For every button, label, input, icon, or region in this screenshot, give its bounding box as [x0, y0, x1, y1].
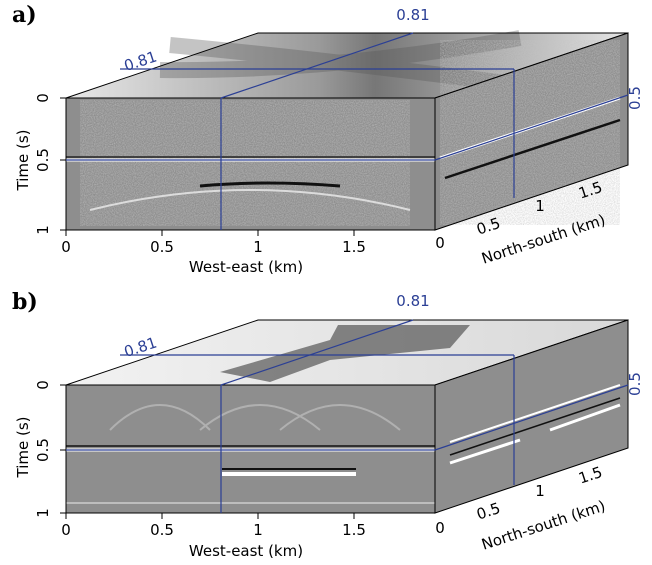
- panel-b: b) 0.81 0.81 0.5: [12, 289, 644, 560]
- panel-a-time-tick-0: 0: [34, 93, 52, 103]
- panel-b-ns-tick-3: 1.5: [576, 463, 604, 487]
- panel-b-time-axis: 0 0.5 1 Time (s): [14, 380, 66, 518]
- panel-b-tag: b): [12, 289, 38, 315]
- panel-b-time-tick-1: 0.5: [34, 438, 52, 462]
- panel-a-ns-tick-0: 0: [435, 234, 445, 252]
- panel-b-ns-tick-0: 0: [435, 519, 445, 537]
- panel-b-we-tick-3: 1.5: [342, 521, 366, 539]
- panel-a-ns-tick-2: 1: [535, 197, 545, 215]
- panel-a-crosshair: [66, 32, 629, 230]
- panel-a-ns-tick-3: 1.5: [576, 178, 604, 202]
- panel-a-label-right: 0.5: [626, 86, 644, 110]
- panel-b-ns-tick-2: 1: [535, 482, 545, 500]
- panel-b-time-label: Time (s): [14, 417, 32, 479]
- panel-b-we-axis: 0 0.5 1 1.5 West-east (km): [61, 513, 366, 560]
- panel-b-time-tick-2: 1: [34, 508, 52, 518]
- panel-b-we-tick-2: 1: [253, 521, 263, 539]
- panel-b-we-label: West-east (km): [189, 542, 303, 560]
- panel-b-side-face: [435, 320, 628, 513]
- panel-a-ns-tick-1: 0.5: [474, 214, 502, 238]
- panel-a-time-axis: 0 0.5 1 Time (s): [14, 93, 66, 235]
- panel-b-crosshair: [66, 319, 629, 513]
- panel-a-time-tick-2: 1: [34, 225, 52, 235]
- panel-a-we-tick-1: 0.5: [150, 238, 174, 256]
- panel-a-tag: a): [12, 2, 37, 28]
- panel-a-time-label: Time (s): [14, 130, 32, 192]
- panel-a-we-tick-0: 0: [61, 238, 71, 256]
- panel-a-we-tick-2: 1: [253, 238, 263, 256]
- panel-b-we-tick-0: 0: [61, 521, 71, 539]
- panel-b-label-top: 0.81: [396, 292, 429, 310]
- panel-a-label-top: 0.81: [396, 6, 429, 24]
- panel-b-we-tick-1: 0.5: [150, 521, 174, 539]
- panel-a-we-axis: 0 0.5 1 1.5 West-east (km): [61, 230, 366, 276]
- panel-b-time-tick-0: 0: [34, 380, 52, 390]
- panel-a-we-tick-3: 1.5: [342, 238, 366, 256]
- panel-b-label-right: 0.5: [626, 372, 644, 396]
- panel-a: a) 0.81 0.81 0.5: [12, 2, 644, 276]
- panel-a-we-label: West-east (km): [189, 258, 303, 276]
- panel-a-top-x-pattern: [159, 30, 522, 93]
- panel-a-top-face: [66, 33, 628, 98]
- panel-b-ns-tick-1: 0.5: [474, 499, 502, 523]
- panel-a-time-tick-1: 0.5: [34, 148, 52, 172]
